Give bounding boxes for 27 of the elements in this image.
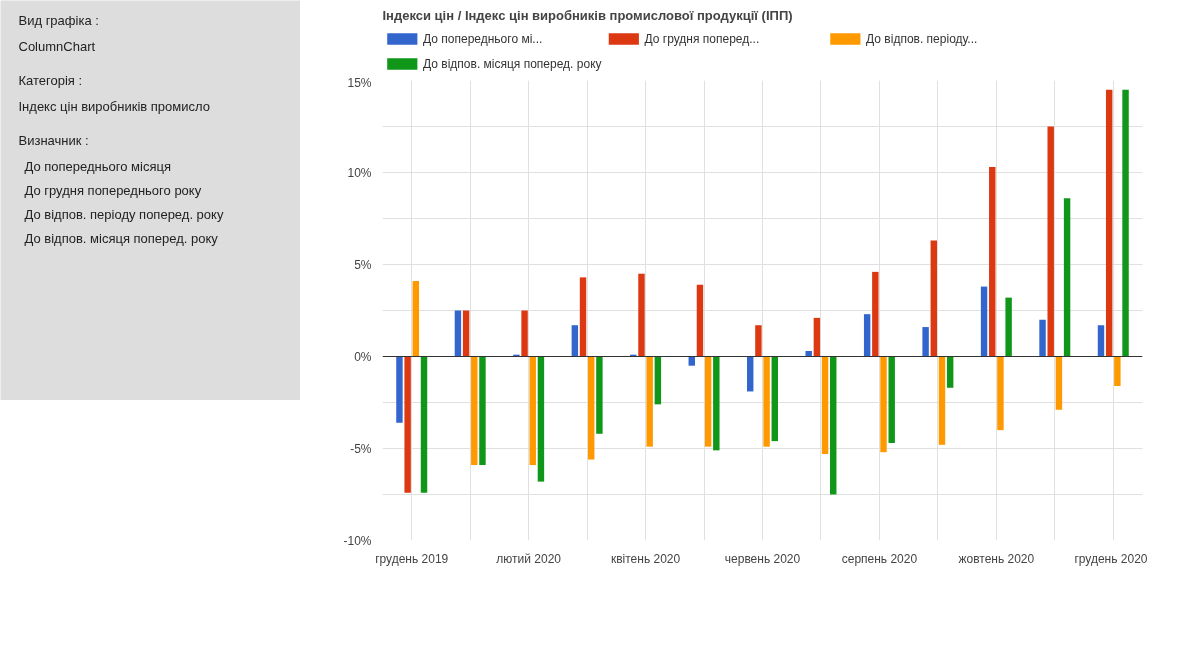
text: Індекс цін виробників промисло — [18, 98, 210, 114]
x-tick-label: червень 2020 — [724, 551, 801, 566]
legend-label: До грудня поперед... — [644, 32, 760, 47]
text: Визначник : — [18, 132, 89, 148]
y-tick-label: 0% — [354, 349, 372, 364]
y-tick-label: 15% — [347, 75, 372, 90]
y-tick-label: -5% — [350, 441, 372, 456]
x-tick-label: квітень 2020 — [610, 551, 681, 566]
text: Категорія : — [18, 72, 83, 88]
legend-label: До попереднього мі... — [423, 32, 543, 47]
text: До грудня попереднього року — [24, 182, 202, 198]
x-tick-label: жовтень 2020 — [958, 551, 1035, 566]
legend-label: До відпов. періоду... — [866, 32, 978, 47]
x-tick-label: грудень 2019 — [375, 551, 449, 566]
text: До попереднього місяця — [24, 158, 171, 174]
y-tick-label: 5% — [354, 257, 372, 272]
y-tick-label: -10% — [343, 533, 372, 548]
text: Вид графіка : — [18, 12, 99, 28]
text: ColumnChart — [18, 38, 96, 54]
x-tick-label: лютий 2020 — [496, 551, 562, 566]
text: До відпов. місяця поперед. року — [24, 230, 219, 246]
x-tick-label: серпень 2020 — [841, 551, 918, 566]
text: До відпов. періоду поперед. року — [24, 206, 224, 222]
x-tick-label: грудень 2020 — [1074, 551, 1148, 566]
legend-label: До відпов. місяця поперед. року — [423, 56, 602, 71]
chart-title: Індекси цін / Індекс цін виробників промислової продукції (ІПП) — [382, 7, 793, 23]
y-tick-label: 10% — [347, 165, 372, 180]
